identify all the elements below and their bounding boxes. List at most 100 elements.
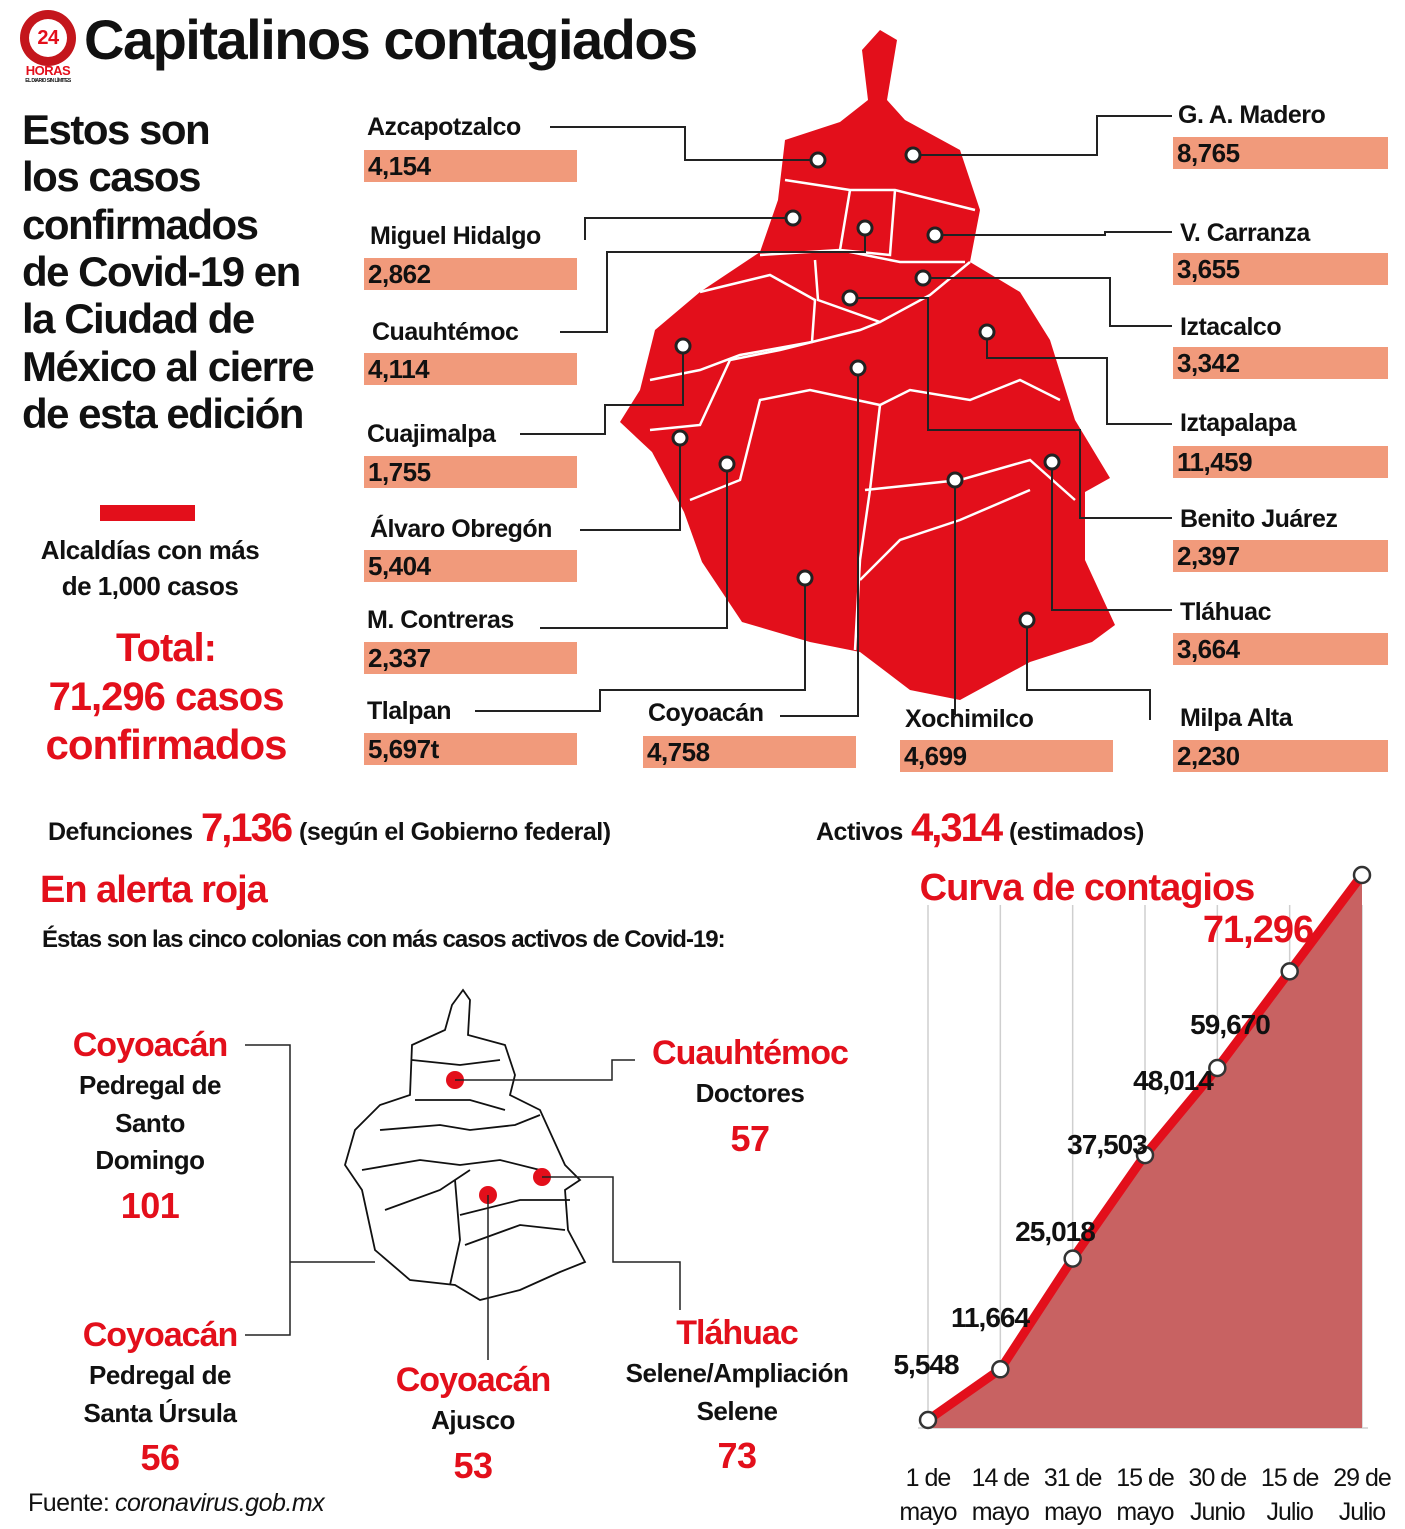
point (1352, 865, 1372, 885)
intro-line: los casos (22, 153, 201, 201)
intro-line: Estos son (22, 106, 211, 153)
x-tick-label: 14 de mayo (971, 1464, 1031, 1526)
alcaldia-name: Cuajimalpa (367, 419, 496, 448)
logo-inner (29, 19, 67, 57)
alert-value: 56 (140, 1437, 180, 1478)
value-box (364, 258, 577, 290)
alcaldia-value: 3,342 (1177, 348, 1240, 378)
total-line: confirmados (45, 721, 287, 768)
alcaldia-value: 2,397 (1177, 541, 1240, 571)
alert-leaders (245, 1044, 681, 1360)
alcaldia-name: Iztapalapa (1180, 408, 1296, 437)
alcaldia-name: M. Contreras (367, 605, 514, 634)
chart-title: Curva de contagios (919, 867, 1256, 909)
alcaldia-value: 4,114 (368, 354, 430, 384)
value-box (364, 733, 577, 765)
alcaldia-value: 2,230 (1177, 741, 1240, 771)
alcaldia-name: Miguel Hidalgo (370, 221, 541, 250)
alert-alcaldia: Cuauhtémoc (652, 1034, 849, 1072)
alcaldia-value: 1,755 (368, 457, 431, 487)
value-label: 25,018 (1015, 1216, 1096, 1247)
stat-value: 4,314 (911, 806, 1003, 850)
alert-title: En alerta roja (40, 869, 268, 911)
total-line: Total: (116, 626, 217, 670)
alert-colonia: Doctores (695, 1078, 805, 1108)
legend-text: Alcaldías con más (40, 535, 260, 565)
alert-colonia: Pedregal de (89, 1360, 231, 1390)
alcaldia-name: Milpa Alta (1180, 703, 1293, 732)
alert-subtitle: Éstas son las cinco colonias con más cas… (42, 926, 726, 953)
alcaldia-value: 3,655 (1177, 254, 1240, 284)
alert-value: 57 (730, 1117, 770, 1159)
value-box (364, 150, 577, 182)
logo-number: 24 (37, 27, 59, 49)
alert-colonia: Ajusco (431, 1405, 515, 1435)
alcaldia-name: Xochimilco (905, 704, 1034, 733)
alcaldia-name: Tlalpan (367, 696, 452, 725)
alcaldia-name: Álvaro Obregón (370, 514, 552, 543)
alert-colonia: Santo (115, 1107, 185, 1138)
value-label: 11,664 (950, 1302, 1030, 1333)
alert-colonia: Selene (696, 1395, 778, 1426)
value-box (900, 740, 1113, 772)
alcaldia-value: 4,154 (368, 151, 431, 181)
alert-alcaldia: Coyoacán (82, 1316, 238, 1354)
logo-name: HORAS (25, 62, 71, 78)
logo-tagline: EL DIARIO SIN LÍMITES (25, 77, 71, 84)
point (991, 1360, 1010, 1379)
point (1280, 962, 1299, 981)
alcaldia-name: Iztacalco (1180, 312, 1282, 341)
x-tick-label: 31 de mayo (1043, 1464, 1103, 1526)
alert-value: 73 (717, 1435, 757, 1476)
value-box (1173, 446, 1388, 478)
alert-alcaldia: Coyoacán (395, 1361, 551, 1399)
alert-alcaldia: Tláhuac (676, 1314, 798, 1352)
value-label: 5,548 (893, 1349, 959, 1380)
leader-lines (475, 115, 1172, 720)
intro-line: confirmados (22, 200, 259, 248)
value-box (1173, 347, 1388, 379)
alcaldia-name: Tláhuac (1180, 597, 1271, 626)
intro-line: de esta edición (22, 389, 304, 437)
value-box (364, 550, 577, 582)
value-box (1173, 633, 1388, 665)
alert-value: 101 (120, 1184, 180, 1226)
stat-value: 7,136 (201, 806, 293, 850)
alcaldia-value: 5,404 (368, 551, 431, 581)
alcaldia-name: G. A. Madero (1178, 100, 1326, 129)
alcaldia-value: 2,337 (368, 643, 431, 673)
alert-colonia: Selene/Ampliación (625, 1358, 849, 1388)
alcaldia-value: 5,697t (368, 734, 439, 764)
source-value: coronavirus.gob.mx (115, 1488, 325, 1517)
alert-colonia: Pedregal de (79, 1070, 221, 1100)
value-label: 59,670 (1190, 1009, 1271, 1040)
legend-swatch (100, 505, 195, 521)
value-label: 71,296 (1202, 909, 1314, 951)
small-map-dots (446, 1071, 551, 1204)
stat-note: (según el Gobierno federal) (299, 817, 611, 846)
alcaldia-name: Azcapotzalco (367, 112, 521, 141)
x-tick-label: 29 de Julio (1333, 1464, 1392, 1526)
x-tick-label: 30 de Junio (1188, 1464, 1248, 1526)
value-box (364, 456, 577, 488)
point (1135, 1145, 1155, 1165)
x-tick-label: 15 de mayo (1116, 1464, 1175, 1526)
cdmx-map (620, 30, 1115, 700)
legend-text: de 1,000 casos (61, 571, 239, 601)
point (1208, 1058, 1227, 1078)
stat-label: Defunciones (48, 817, 193, 846)
value-label: 48,014 (1133, 1065, 1214, 1096)
value-box (643, 736, 856, 768)
alcaldia-value: 8,765 (1177, 138, 1240, 168)
alcaldia-name: Benito Juárez (1180, 504, 1338, 533)
source-label: Fuente: (28, 1488, 110, 1517)
area (928, 875, 1362, 1428)
value-label: 37,503 (1067, 1129, 1148, 1160)
stat-note: (estimados) (1009, 817, 1144, 846)
alcaldia-name: V. Carranza (1180, 218, 1310, 247)
x-tick-label: 1 de mayo (899, 1464, 957, 1526)
value-box (1173, 137, 1388, 169)
value-box (1173, 740, 1388, 772)
alcaldia-name: Coyoacán (648, 698, 764, 727)
